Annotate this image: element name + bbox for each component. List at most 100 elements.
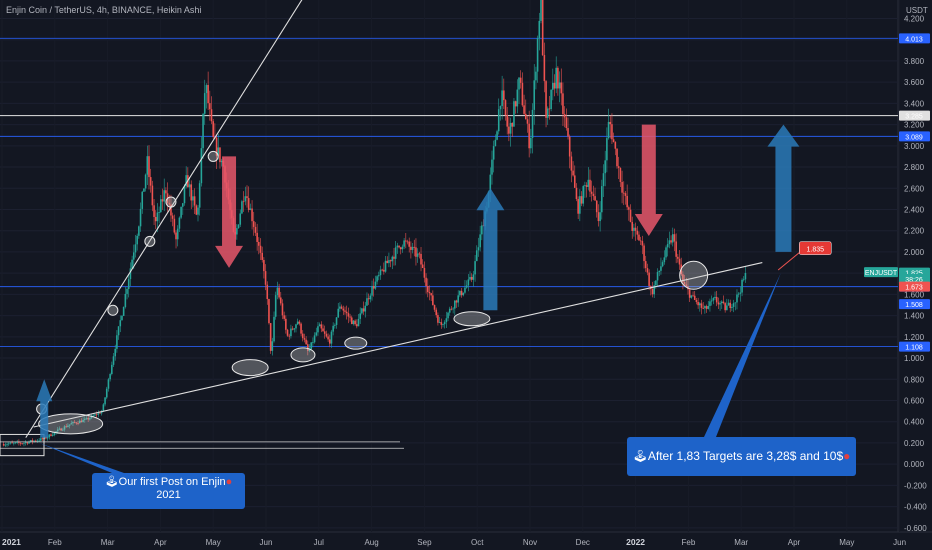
candle-body	[347, 313, 350, 317]
candle-body	[636, 230, 639, 235]
candle-body	[710, 300, 713, 302]
x-tick-label: Feb	[48, 538, 62, 547]
candle-body	[641, 241, 644, 246]
candle-body	[80, 420, 83, 423]
candle-body	[83, 418, 86, 420]
candle-body	[286, 329, 289, 336]
candle-body	[372, 285, 375, 289]
candle-body	[95, 414, 98, 416]
candle-body	[661, 262, 664, 267]
candle-body	[391, 256, 394, 262]
candle-body	[663, 257, 666, 263]
candle-body	[100, 411, 103, 414]
candle-body	[594, 196, 596, 201]
candle-body	[516, 89, 519, 107]
candle-body	[50, 434, 52, 436]
x-tick-label: Apr	[154, 538, 167, 547]
candle-body	[535, 71, 537, 81]
candle-body	[433, 305, 436, 310]
candle-body	[504, 100, 507, 116]
target-badge-text: 1.835	[807, 247, 825, 254]
note-first-post: 🕹Our first Post on Enjin● 2021	[92, 473, 245, 509]
candle-body	[114, 348, 117, 357]
candle-body	[40, 438, 42, 441]
candle-body	[590, 191, 593, 194]
candle-body	[180, 206, 182, 218]
base-range-box	[0, 433, 45, 457]
candle-body	[573, 175, 576, 188]
candle-body	[633, 227, 635, 231]
candle-body	[508, 126, 510, 134]
candle-body	[629, 209, 632, 223]
candle-body	[291, 328, 294, 330]
candle-body	[9, 442, 12, 444]
candle-body	[51, 434, 54, 436]
trendline-support	[33, 262, 763, 428]
candle-body	[406, 241, 409, 243]
candle-body	[244, 196, 247, 202]
candle-body	[195, 205, 198, 215]
y-tick-label: 2.200	[904, 227, 925, 236]
candle-body	[68, 424, 71, 426]
candle-body	[190, 184, 193, 201]
candle-body	[731, 306, 733, 308]
candle-body	[29, 440, 32, 442]
candle-body	[717, 302, 720, 305]
candle-body	[161, 199, 164, 202]
candle-body	[274, 295, 277, 317]
candle-body	[70, 423, 73, 425]
candle-body	[131, 259, 133, 269]
candle-body	[13, 442, 15, 444]
candle-body	[519, 77, 522, 83]
target-pointer	[777, 252, 800, 271]
candle-body	[45, 437, 47, 439]
candle-body	[171, 215, 174, 219]
candle-body	[705, 306, 708, 309]
candle-body	[369, 295, 372, 300]
candle-body	[474, 261, 476, 275]
candle-body	[443, 322, 446, 325]
x-tick-label: Jun	[893, 538, 906, 547]
touch-ellipse	[344, 336, 368, 350]
candle-body	[307, 344, 309, 351]
candle-body	[479, 234, 481, 248]
candle-body	[438, 322, 441, 323]
candle-body	[477, 247, 480, 251]
candle-body	[67, 425, 69, 428]
candle-body	[383, 269, 385, 272]
candle-body	[139, 208, 142, 227]
candle-body	[452, 308, 454, 310]
y-tick-label: -0.600	[904, 524, 927, 533]
candle-body	[714, 296, 716, 299]
candle-body	[666, 244, 669, 248]
candle-body	[562, 93, 564, 115]
y-tick-label: 0.800	[904, 375, 925, 384]
candle-body	[251, 208, 253, 222]
candle-body	[339, 306, 341, 309]
candle-body	[592, 193, 595, 197]
arrow-down-right	[634, 124, 663, 237]
note-pointer-right	[704, 273, 781, 437]
candle-body	[104, 397, 106, 405]
candle-body	[454, 300, 456, 309]
candle-body	[624, 193, 627, 196]
candle-body	[660, 266, 662, 271]
touch-ellipse	[290, 347, 316, 363]
x-tick-label: 2021	[2, 537, 21, 547]
candle-body	[690, 295, 693, 298]
x-tick-label: Aug	[364, 538, 378, 547]
candle-body	[398, 245, 400, 248]
candle-body	[415, 247, 417, 257]
candle-body	[722, 301, 725, 304]
y-tick-label: 1.200	[904, 333, 925, 342]
candle-body	[315, 332, 318, 336]
candle-body	[237, 224, 240, 229]
candle-body	[494, 139, 497, 147]
candle-body	[53, 432, 56, 435]
y-tick-label: 0.600	[904, 396, 925, 405]
candle-body	[350, 317, 353, 325]
candle-body	[148, 156, 150, 178]
candle-body	[78, 420, 81, 424]
candle-body	[457, 295, 459, 303]
